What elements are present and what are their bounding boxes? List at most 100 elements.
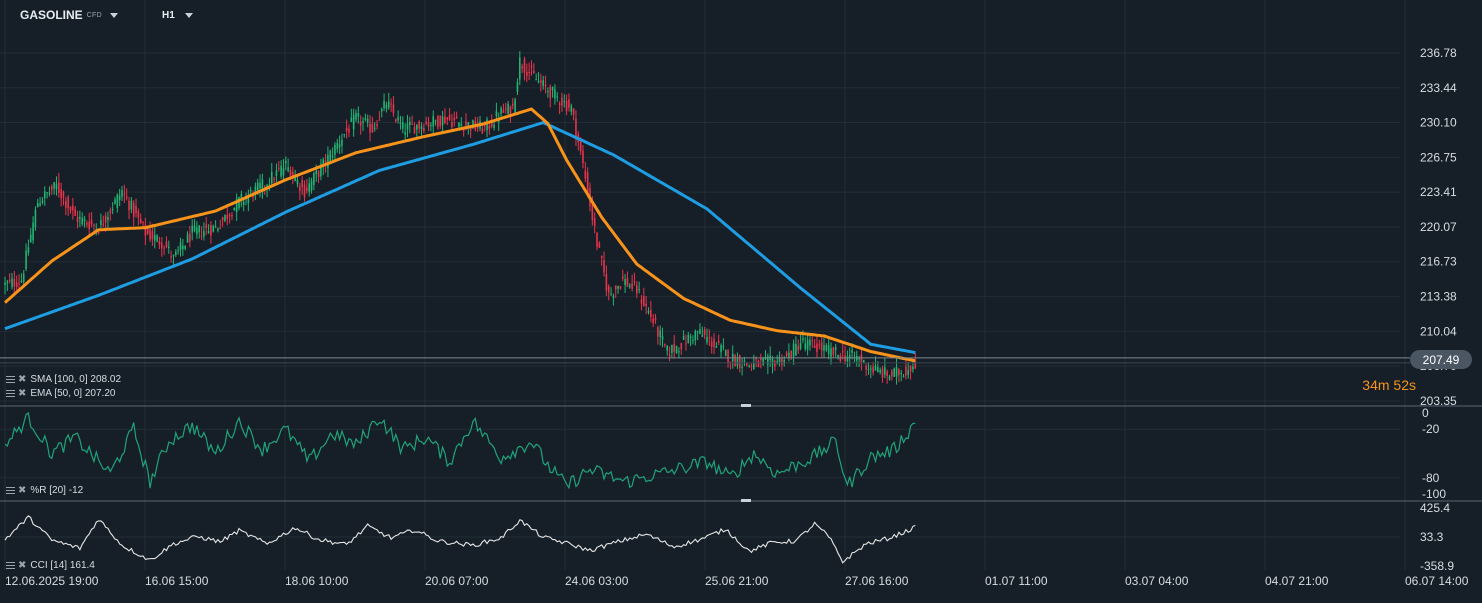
candle-body bbox=[130, 200, 133, 210]
candle-body bbox=[203, 231, 205, 237]
close-icon[interactable]: ✖ bbox=[18, 485, 27, 496]
candles[interactable] bbox=[4, 51, 917, 385]
candle-body bbox=[612, 295, 615, 298]
current-price-badge[interactable]: 207.49 bbox=[1410, 350, 1472, 369]
candle-body bbox=[788, 352, 790, 359]
timeframe-selector[interactable]: H1 bbox=[162, 10, 193, 21]
candle-body bbox=[352, 114, 355, 130]
candle-body bbox=[572, 108, 575, 115]
candle-body bbox=[537, 80, 540, 83]
candle-body bbox=[870, 368, 872, 370]
symbol-name: GASOLINE bbox=[20, 8, 83, 22]
close-icon[interactable]: ✖ bbox=[18, 374, 27, 385]
candle-body bbox=[668, 354, 671, 357]
candle-body bbox=[20, 280, 23, 282]
candle-body bbox=[420, 126, 423, 130]
candle-body bbox=[858, 358, 860, 360]
candle-body bbox=[207, 230, 210, 234]
candle-body bbox=[114, 199, 116, 204]
candle-body bbox=[781, 358, 783, 366]
candle-body bbox=[846, 356, 849, 362]
candle-body bbox=[628, 285, 631, 287]
candle-body bbox=[439, 115, 442, 127]
candle-body bbox=[500, 108, 502, 114]
legend-wr-label: %R [20] -12 bbox=[30, 485, 84, 496]
candle-body bbox=[827, 345, 830, 354]
candle-body bbox=[392, 104, 395, 114]
candle-body bbox=[29, 234, 32, 242]
candle-body bbox=[261, 179, 264, 193]
candle-body bbox=[380, 108, 383, 112]
close-icon[interactable]: ✖ bbox=[18, 388, 27, 399]
candle-body bbox=[490, 122, 493, 127]
candle-body bbox=[423, 128, 425, 132]
legend-wr: ✖ %R [20] -12 bbox=[6, 485, 83, 496]
candle-body bbox=[682, 336, 685, 340]
symbol-selector[interactable]: GASOLINE CFD bbox=[20, 8, 118, 22]
candle-body bbox=[338, 144, 341, 148]
settings-icon[interactable] bbox=[6, 389, 15, 398]
candle-body bbox=[369, 123, 371, 133]
candle-body bbox=[757, 360, 760, 367]
candle-body bbox=[221, 217, 224, 221]
candle-body bbox=[834, 347, 837, 350]
candle-body bbox=[406, 123, 409, 130]
countdown-seconds: 52 bbox=[1393, 377, 1409, 393]
candle-body bbox=[299, 186, 301, 191]
candle-body bbox=[69, 206, 72, 211]
candle-body bbox=[469, 127, 472, 131]
candle-body bbox=[163, 247, 165, 249]
settings-icon[interactable] bbox=[6, 375, 15, 384]
candle-body bbox=[275, 170, 278, 176]
wr-line bbox=[4, 411, 916, 490]
candle-body bbox=[818, 344, 821, 346]
timeframe-label: H1 bbox=[161, 9, 175, 21]
candle-body bbox=[385, 105, 388, 109]
candle-body bbox=[193, 225, 196, 232]
time-axis-label: 03.07 04:00 bbox=[1125, 574, 1189, 588]
chevron-down-icon[interactable] bbox=[184, 12, 193, 18]
candle-body bbox=[893, 368, 895, 377]
candle-body bbox=[451, 121, 453, 128]
candle-body bbox=[575, 118, 577, 139]
candle-body bbox=[884, 367, 886, 375]
candle-body bbox=[441, 116, 444, 126]
candle-body bbox=[654, 317, 657, 320]
candle-body bbox=[132, 202, 135, 217]
candle-body bbox=[210, 224, 212, 236]
candle-body bbox=[659, 330, 661, 338]
candle-body bbox=[116, 194, 119, 209]
candle-body bbox=[313, 173, 315, 185]
settings-icon[interactable] bbox=[6, 486, 15, 495]
candle-body bbox=[841, 351, 844, 353]
candle-body bbox=[820, 342, 823, 351]
candle-body bbox=[341, 139, 343, 146]
candle-body bbox=[331, 155, 334, 157]
close-icon[interactable]: ✖ bbox=[18, 560, 27, 571]
chevron-down-icon[interactable] bbox=[109, 12, 118, 18]
candle-body bbox=[256, 182, 259, 191]
settings-icon[interactable] bbox=[6, 561, 15, 570]
candle-body bbox=[254, 186, 257, 193]
candle-body bbox=[303, 184, 306, 198]
candle-body bbox=[394, 119, 397, 122]
candle-body bbox=[289, 170, 292, 179]
candle-body bbox=[624, 279, 626, 285]
candle-body bbox=[643, 296, 645, 307]
candle-body bbox=[233, 207, 236, 211]
candle-body bbox=[619, 286, 622, 289]
candle-body bbox=[877, 367, 879, 372]
candle-body bbox=[292, 172, 294, 177]
candle-body bbox=[214, 226, 217, 228]
overlays bbox=[0, 357, 1482, 502]
candle-body bbox=[97, 231, 100, 234]
candle-body bbox=[540, 80, 542, 83]
price-axis-tick: 230.10 bbox=[1420, 116, 1457, 130]
candle-body bbox=[219, 227, 222, 229]
time-axis-label: 18.06 10:00 bbox=[285, 574, 349, 588]
candle-body bbox=[413, 127, 416, 134]
candle-body bbox=[722, 346, 725, 348]
countdown-s-unit: s bbox=[1409, 377, 1416, 393]
candle-body bbox=[900, 372, 903, 375]
candle-body bbox=[797, 345, 800, 351]
